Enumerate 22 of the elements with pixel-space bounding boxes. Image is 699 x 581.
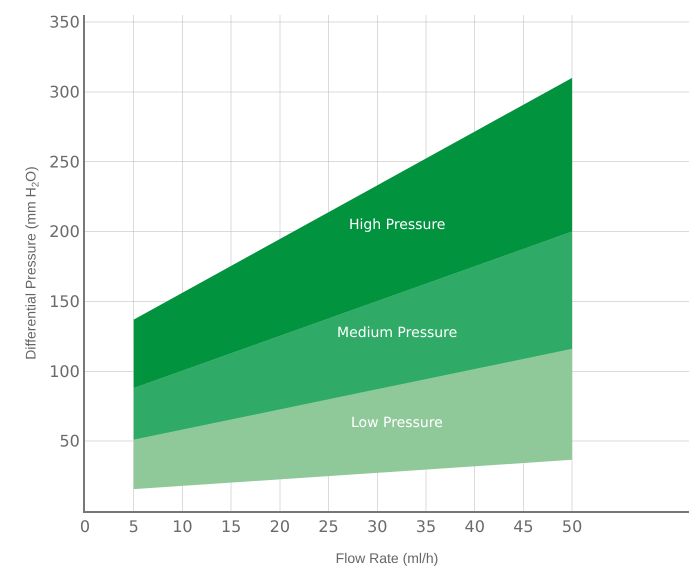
- y-tick-label: 50: [59, 432, 80, 451]
- x-tick-label: 10: [172, 517, 193, 536]
- series-label: Medium Pressure: [337, 325, 458, 341]
- x-tick-label: 35: [416, 517, 436, 536]
- x-tick-label: 40: [464, 517, 485, 536]
- x-tick-label: 25: [318, 517, 339, 536]
- y-tick-label: 250: [49, 152, 80, 172]
- x-tick-label: 0: [80, 517, 90, 536]
- x-tick-label: 30: [367, 517, 388, 536]
- x-tick-label: 5: [128, 517, 139, 536]
- x-tick-label: 20: [270, 517, 290, 536]
- series-label: Low Pressure: [351, 415, 443, 431]
- y-tick-label: 350: [49, 12, 80, 32]
- x-tick-label: 45: [513, 517, 534, 536]
- y-tick-label: 300: [49, 82, 80, 102]
- x-axis-title: Flow Rate (ml/h): [336, 550, 438, 566]
- y-tick-label: 200: [49, 222, 80, 242]
- x-tick-label: 50: [562, 517, 582, 536]
- y-tick-label: 100: [49, 362, 80, 381]
- series-label: High Pressure: [349, 217, 446, 233]
- y-tick-label: 150: [49, 292, 80, 312]
- x-tick-label: 15: [220, 517, 242, 536]
